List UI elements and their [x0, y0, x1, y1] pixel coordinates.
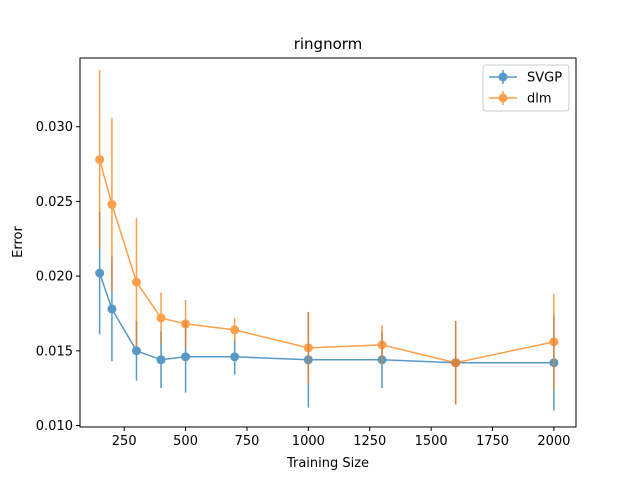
- x-tick-label: 1250: [353, 434, 386, 449]
- dlm-point: [230, 325, 240, 335]
- y-tick-label: 0.020: [36, 270, 73, 285]
- dlm-point: [549, 337, 559, 347]
- dlm-point: [451, 358, 461, 368]
- x-tick-label: 2000: [537, 434, 570, 449]
- svgp-point: [131, 346, 141, 356]
- y-tick-label: 0.010: [36, 419, 73, 434]
- dlm-point: [377, 340, 387, 350]
- dlm-point: [95, 155, 105, 165]
- plot-area: 250 500 750 1000 1250 1500 1750 2000 0.010 0.015…: [36, 57, 577, 449]
- x-tick-label: 500: [173, 434, 198, 449]
- dlm-point: [107, 199, 117, 209]
- legend-dot-dlm: [498, 93, 508, 103]
- axes-frame: [79, 57, 577, 428]
- svgp-point: [107, 304, 117, 314]
- legend: SVGP dlm: [482, 64, 570, 112]
- series-dlm: [95, 69, 559, 405]
- x-tick-label: 1750: [476, 434, 509, 449]
- legend-label-svgp: SVGP: [527, 71, 562, 86]
- y-tick-label: 0.030: [36, 120, 73, 135]
- x-axis: 250 500 750 1000 1250 1500 1750 2000: [112, 427, 570, 449]
- svgp-point: [156, 355, 166, 365]
- series-layer: [95, 69, 559, 411]
- svgp-point: [95, 268, 105, 278]
- legend-marker-dlm: [489, 91, 517, 105]
- chart-title: ringnorm: [294, 35, 363, 53]
- x-axis-label: Training Size: [286, 456, 369, 471]
- y-axis-label: Error: [11, 226, 26, 258]
- x-tick-label: 1500: [415, 434, 448, 449]
- dlm-point: [303, 343, 313, 353]
- legend-items: SVGP dlm: [489, 70, 562, 107]
- x-tick-label: 750: [235, 434, 260, 449]
- dlm-point: [131, 277, 141, 287]
- dlm-point: [156, 313, 166, 323]
- y-axis: 0.010 0.015 0.020 0.025 0.030: [36, 120, 80, 434]
- y-tick-label: 0.015: [36, 344, 73, 359]
- legend-marker-svgp: [489, 70, 517, 84]
- x-tick-label: 250: [112, 434, 137, 449]
- x-tick-label: 1000: [292, 434, 325, 449]
- svgp-line: [98, 272, 554, 364]
- svgp-point: [230, 352, 240, 362]
- dlm-line: [98, 159, 555, 364]
- dlm-point: [181, 319, 191, 329]
- legend-label-dlm: dlm: [527, 92, 552, 107]
- y-tick-label: 0.025: [36, 195, 73, 210]
- svgp-point: [181, 352, 191, 362]
- legend-dot-svgp: [498, 72, 508, 82]
